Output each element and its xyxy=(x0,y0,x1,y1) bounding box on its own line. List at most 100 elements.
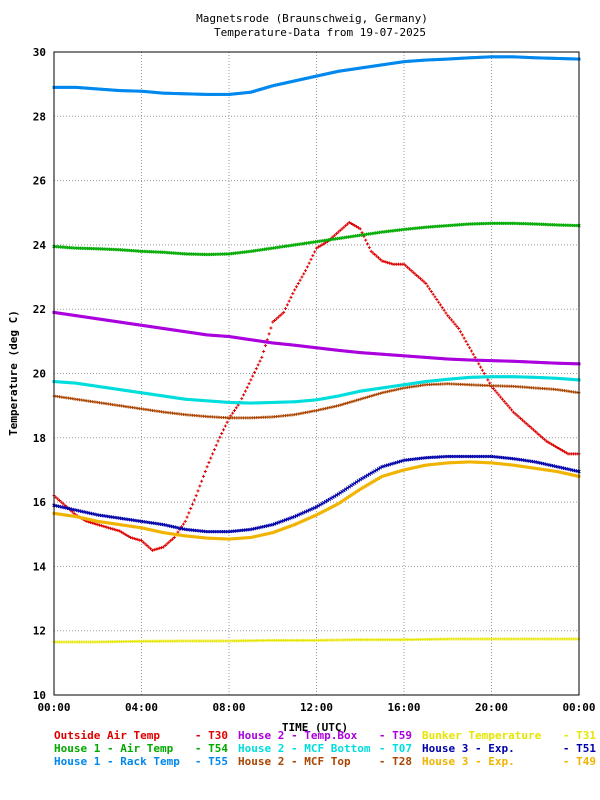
data-point xyxy=(220,537,224,541)
data-point xyxy=(520,464,524,468)
data-point xyxy=(253,370,257,374)
data-point xyxy=(61,502,65,506)
data-point xyxy=(267,531,271,535)
data-point xyxy=(125,321,129,325)
data-point xyxy=(138,538,142,542)
data-point xyxy=(329,71,333,75)
data-point xyxy=(386,473,390,477)
data-point xyxy=(172,328,176,332)
data-point xyxy=(355,390,359,394)
data-point xyxy=(564,377,568,381)
data-point xyxy=(511,375,515,379)
data-point xyxy=(367,246,371,250)
data-point xyxy=(378,391,382,395)
data-point xyxy=(333,233,337,237)
y-tick-label: 26 xyxy=(33,175,47,188)
data-point xyxy=(526,360,530,364)
data-point xyxy=(411,381,415,385)
data-point xyxy=(515,375,519,379)
legend-label: House 2 - MCF Top xyxy=(238,755,351,768)
data-point xyxy=(307,508,311,512)
data-point xyxy=(417,59,421,63)
data-point xyxy=(464,339,468,343)
data-point xyxy=(121,321,125,325)
data-point xyxy=(125,389,129,393)
data-point xyxy=(305,76,309,80)
data-point xyxy=(209,399,213,403)
data-point xyxy=(119,320,123,324)
data-point xyxy=(562,450,566,454)
data-point xyxy=(471,375,475,379)
data-point xyxy=(409,59,413,63)
data-point xyxy=(211,333,215,337)
data-point xyxy=(378,466,383,470)
data-point xyxy=(254,534,258,538)
data-point xyxy=(327,396,331,400)
data-point xyxy=(539,360,543,364)
data-point xyxy=(123,388,127,392)
data-point xyxy=(479,358,483,362)
data-point xyxy=(207,92,211,96)
data-point xyxy=(561,449,565,453)
data-point xyxy=(548,441,552,445)
data-point xyxy=(218,400,222,404)
data-point xyxy=(384,62,388,66)
data-point xyxy=(232,401,236,405)
data-point xyxy=(364,484,368,488)
data-point xyxy=(420,278,424,282)
data-point xyxy=(338,394,342,398)
data-point xyxy=(114,320,118,324)
data-point xyxy=(234,92,238,96)
data-point xyxy=(562,361,566,365)
data-point xyxy=(480,460,484,464)
data-point xyxy=(342,393,346,397)
data-point xyxy=(149,547,153,551)
data-point xyxy=(119,388,123,392)
data-point xyxy=(234,401,238,405)
data-point xyxy=(189,507,193,511)
data-point xyxy=(67,513,71,517)
data-point xyxy=(535,56,539,60)
data-point xyxy=(211,452,215,456)
data-point xyxy=(178,396,182,400)
data-point xyxy=(440,357,444,361)
data-point xyxy=(371,251,375,255)
data-point xyxy=(90,87,94,91)
data-point xyxy=(362,475,366,480)
data-point xyxy=(191,92,195,96)
data-point xyxy=(138,391,142,395)
data-point xyxy=(260,355,264,359)
data-point xyxy=(79,516,83,520)
data-point xyxy=(418,380,422,384)
data-point xyxy=(429,379,433,383)
data-point xyxy=(502,375,506,379)
data-point xyxy=(324,72,328,76)
data-point xyxy=(273,318,277,322)
data-point xyxy=(174,328,178,332)
data-point xyxy=(422,464,426,468)
data-point xyxy=(499,55,503,59)
data-point xyxy=(491,461,495,465)
data-point xyxy=(327,497,332,502)
data-point xyxy=(147,527,151,531)
data-point xyxy=(351,492,355,496)
data-point xyxy=(307,399,311,403)
data-point xyxy=(531,56,535,60)
data-point xyxy=(76,515,80,519)
data-point xyxy=(468,460,472,464)
data-point xyxy=(298,278,302,282)
data-point xyxy=(231,401,235,405)
data-point xyxy=(130,536,134,540)
series-t31 xyxy=(52,637,581,644)
data-point xyxy=(98,87,102,91)
data-point xyxy=(227,537,231,541)
legend: Outside Air Temp - T30 House 2 - Temp.Box -… xyxy=(54,729,596,768)
data-point xyxy=(375,478,379,482)
data-point xyxy=(242,536,246,540)
data-point xyxy=(212,92,216,96)
data-point xyxy=(338,403,342,407)
data-point xyxy=(369,471,373,475)
data-point xyxy=(515,359,519,363)
data-point xyxy=(515,413,519,417)
data-point xyxy=(127,534,131,538)
